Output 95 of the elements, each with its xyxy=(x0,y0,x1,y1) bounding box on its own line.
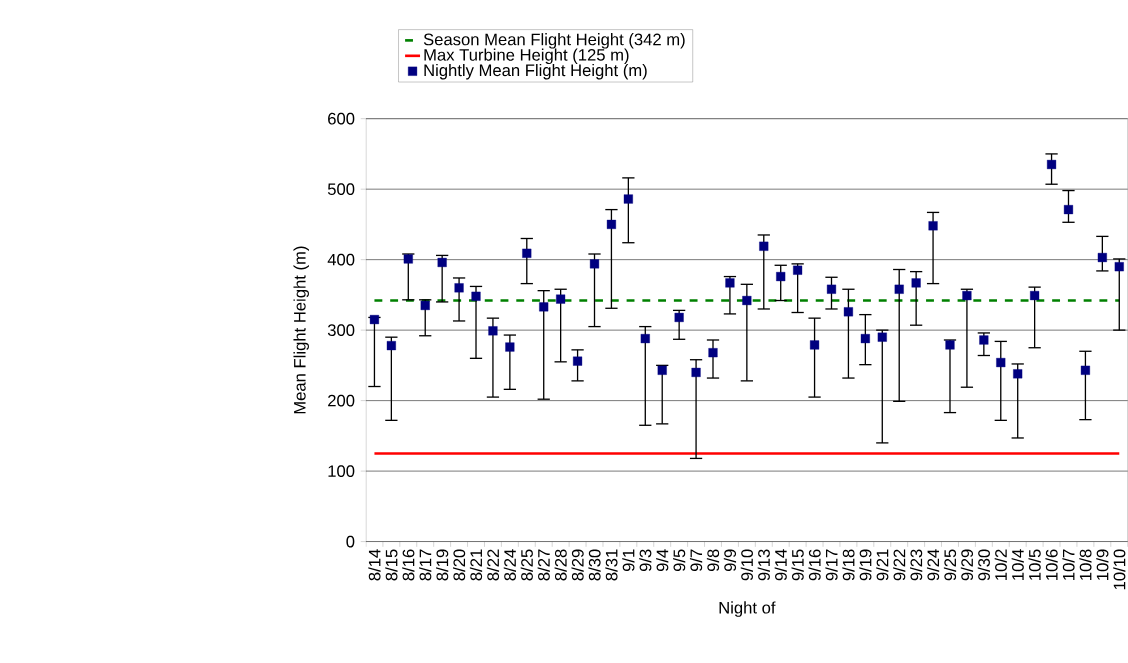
y-tick-label: 100 xyxy=(328,465,355,478)
legend-label: Max Turbine Height (125 m) xyxy=(424,48,629,65)
point xyxy=(505,342,515,352)
point xyxy=(928,221,938,231)
x-tick-label: 8/29 xyxy=(571,549,584,581)
point xyxy=(657,365,667,375)
point xyxy=(1097,253,1107,263)
point xyxy=(403,254,413,264)
point xyxy=(860,334,870,344)
point xyxy=(1013,369,1023,379)
point xyxy=(623,194,633,204)
x-tick-label: 10/9 xyxy=(1096,549,1109,580)
point xyxy=(894,284,904,294)
x-tick-label: 9/23 xyxy=(910,549,923,581)
point xyxy=(1114,262,1124,272)
point xyxy=(996,358,1006,368)
point xyxy=(606,219,616,230)
point xyxy=(471,291,481,301)
point xyxy=(556,294,566,304)
x-tick-label: 8/25 xyxy=(520,549,533,581)
x-tick-label: 8/17 xyxy=(419,549,432,581)
x-tick-label: 8/16 xyxy=(402,549,415,581)
x-tick-label: 9/16 xyxy=(808,549,821,581)
x-axis-title: Night of xyxy=(719,601,776,617)
x-tick-label: 8/28 xyxy=(554,549,567,581)
x-tick-label: 9/30 xyxy=(977,549,990,581)
x-tick-label: 9/9 xyxy=(723,549,737,572)
x-tick-label: 9/13 xyxy=(757,549,770,581)
x-tick-label: 9/10 xyxy=(740,549,753,581)
x-tick-label: 9/7 xyxy=(689,549,703,572)
y-tick-label: 600 xyxy=(328,112,355,125)
x-tick-label: 10/6 xyxy=(1045,549,1058,580)
point xyxy=(759,241,769,251)
point xyxy=(539,302,549,312)
x-tick-label: 9/18 xyxy=(842,549,855,581)
point xyxy=(810,340,820,350)
x-tick-label: 9/24 xyxy=(926,549,940,581)
x-tick-label: 10/5 xyxy=(1028,549,1041,580)
x-tick-label: 8/20 xyxy=(452,549,466,581)
point xyxy=(386,341,396,351)
point xyxy=(708,348,718,358)
x-tick-label: 9/1 xyxy=(622,549,635,572)
point xyxy=(1047,160,1057,170)
point xyxy=(369,315,379,325)
point xyxy=(826,284,837,294)
x-tick-label: 8/24 xyxy=(503,549,516,581)
y-tick-label: 500 xyxy=(327,183,355,196)
point xyxy=(573,356,583,366)
x-tick-label: 9/17 xyxy=(825,549,838,581)
x-tick-label: 9/5 xyxy=(673,549,686,572)
point xyxy=(1080,365,1090,375)
x-tick-label: 8/15 xyxy=(385,549,398,581)
point xyxy=(454,283,464,293)
x-tick-label: 10/4 xyxy=(1011,549,1024,580)
point xyxy=(911,278,921,288)
point xyxy=(1063,205,1074,215)
y-tick-label: 200 xyxy=(328,394,355,407)
x-tick-label: 9/3 xyxy=(639,549,652,572)
point xyxy=(1030,291,1040,301)
point xyxy=(776,272,786,282)
x-tick-label: 8/27 xyxy=(537,549,550,581)
y-tick-label: 0 xyxy=(346,535,355,548)
x-tick-label: 10/8 xyxy=(1079,549,1092,580)
x-tick-label: 9/22 xyxy=(893,549,906,581)
x-tick-label: 9/8 xyxy=(706,549,720,572)
point xyxy=(945,340,955,350)
x-tick-label: 9/14 xyxy=(774,549,787,581)
x-tick-label: 10/7 xyxy=(1062,549,1075,580)
point xyxy=(522,248,532,258)
x-tick-label: 9/19 xyxy=(859,549,872,581)
y-tick-label: 300 xyxy=(327,324,355,337)
point xyxy=(488,326,498,336)
x-tick-label: 10/2 xyxy=(994,549,1007,580)
point xyxy=(437,258,447,268)
x-tick-label: 9/15 xyxy=(791,549,804,581)
x-tick-label: 8/21 xyxy=(469,549,483,581)
point xyxy=(843,307,853,317)
legend-label: Season Mean Flight Height (342 m) xyxy=(423,33,685,49)
point xyxy=(589,259,600,269)
point xyxy=(691,367,701,378)
point xyxy=(742,296,752,306)
x-tick-label: 9/25 xyxy=(943,549,957,581)
x-tick-label: 8/31 xyxy=(605,549,618,581)
y-tick-label: 400 xyxy=(327,253,355,266)
x-tick-label: 9/4 xyxy=(656,549,669,572)
x-tick-label: 8/22 xyxy=(486,549,500,581)
legend-label: Nightly Mean Flight Height (m) xyxy=(424,64,647,80)
point xyxy=(640,334,650,344)
x-tick-label: 8/14 xyxy=(368,549,381,581)
x-tick-label: 9/29 xyxy=(960,549,974,581)
x-tick-label: 10/10 xyxy=(1113,549,1126,590)
y-axis-title: Mean Flight Height (m) xyxy=(293,246,309,414)
x-tick-label: 8/30 xyxy=(588,549,601,581)
x-tick-label: 9/21 xyxy=(876,549,889,581)
x-tick-label: 8/19 xyxy=(436,549,449,581)
